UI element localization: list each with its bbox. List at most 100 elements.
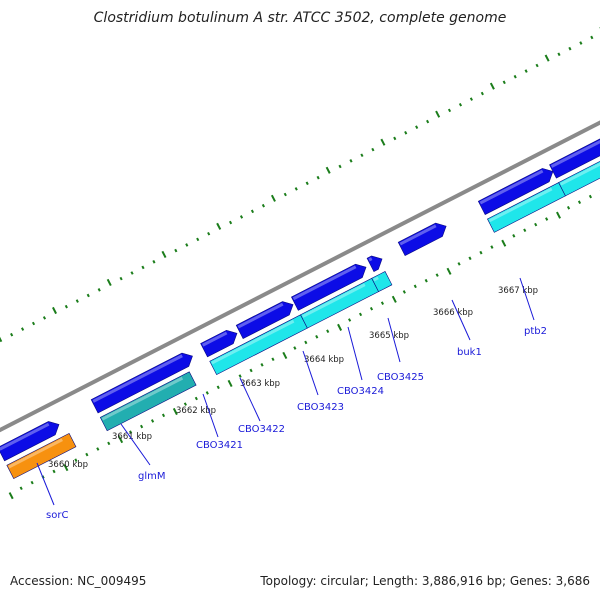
gene-forward[interactable] bbox=[397, 219, 449, 257]
inner-tick bbox=[96, 447, 100, 451]
gene-arrow[interactable] bbox=[0, 418, 62, 462]
inner-tick bbox=[19, 486, 23, 491]
gene-labels: sorC glmM CBO3421 CBO3422 CBO3423 CBO3424 CBO3… bbox=[36, 277, 547, 521]
gene-forward[interactable] bbox=[366, 252, 385, 272]
outer-tick bbox=[250, 209, 255, 214]
gene-arrow[interactable] bbox=[6, 432, 77, 480]
inner-tick bbox=[435, 273, 439, 277]
scale-labels: 3660 kbp 3661 kbp 3662 kbp 3663 kbp 3664 kbp… bbox=[48, 286, 538, 470]
gene-arrow[interactable] bbox=[366, 252, 385, 272]
outer-tick bbox=[579, 41, 583, 45]
gene-label: ptb2 bbox=[524, 326, 547, 337]
gene-label-leader bbox=[347, 326, 363, 381]
gene-highlight bbox=[201, 331, 228, 347]
gene-label-leader bbox=[451, 299, 471, 341]
gene-forward[interactable] bbox=[235, 298, 296, 340]
kbp-scale-label: 3667 kbp bbox=[498, 286, 538, 296]
gene-highlight bbox=[368, 257, 373, 262]
inner-tick bbox=[315, 335, 319, 339]
outer-tick bbox=[216, 222, 222, 230]
gene-arrow[interactable] bbox=[397, 219, 449, 257]
inner-tick bbox=[150, 419, 155, 423]
kbp-scale-label: 3663 kbp bbox=[240, 379, 280, 389]
inner-tick bbox=[424, 278, 428, 283]
gene-reverse[interactable] bbox=[371, 271, 393, 293]
gene-label-leader bbox=[202, 393, 219, 438]
gene-highlight bbox=[237, 302, 284, 329]
kbp-scale-label: 3664 kbp bbox=[304, 355, 344, 365]
outer-tick bbox=[174, 248, 178, 253]
gene-forward[interactable] bbox=[291, 261, 369, 311]
gene-highlight bbox=[479, 169, 544, 205]
outer-tick bbox=[524, 69, 528, 73]
outer-tick bbox=[52, 306, 57, 315]
backbone-line bbox=[0, 120, 600, 433]
gene-forward[interactable] bbox=[200, 327, 241, 358]
inner-tick bbox=[545, 217, 549, 221]
outer-tick bbox=[480, 91, 484, 96]
outer-tick bbox=[447, 108, 452, 113]
gene-arrow[interactable] bbox=[200, 327, 241, 358]
outer-tick bbox=[239, 215, 244, 219]
gene-label-leader bbox=[387, 317, 401, 363]
inner-tick bbox=[304, 340, 308, 345]
gene-reverse[interactable] bbox=[558, 150, 600, 197]
map-title: Clostridium botulinum A str. ATCC 3502, … bbox=[93, 10, 507, 26]
inner-tick bbox=[172, 407, 178, 416]
gene-label: CBO3425 bbox=[377, 372, 424, 383]
outer-tick bbox=[31, 321, 36, 326]
gene-arrow[interactable] bbox=[558, 150, 600, 197]
inner-tick bbox=[512, 234, 516, 238]
kbp-scale-label: 3660 kbp bbox=[48, 460, 88, 470]
gene-label: sorC bbox=[46, 510, 68, 521]
inner-tick bbox=[129, 430, 133, 434]
inner-tick bbox=[391, 295, 397, 303]
gene-sorC[interactable] bbox=[6, 432, 77, 480]
inner-tick bbox=[534, 222, 538, 227]
gene-label-leader bbox=[302, 350, 319, 396]
inner-tick bbox=[479, 250, 483, 255]
inner-tick bbox=[490, 245, 494, 249]
inner-tick bbox=[402, 290, 406, 294]
gene-forward[interactable] bbox=[477, 165, 556, 215]
gene-label: CBO3422 bbox=[238, 424, 285, 435]
inner-tick bbox=[588, 194, 593, 199]
outer-tick bbox=[415, 125, 419, 129]
gene-arrow[interactable] bbox=[90, 349, 196, 414]
outer-tick bbox=[119, 276, 123, 281]
inner-tick bbox=[74, 458, 78, 462]
gene-arrow[interactable] bbox=[235, 298, 296, 340]
outer-tick bbox=[10, 332, 14, 337]
inner-tick bbox=[85, 452, 89, 457]
inner-tick bbox=[238, 374, 242, 378]
outer-tick bbox=[590, 35, 594, 40]
outer-tick bbox=[283, 192, 287, 197]
gene-highlight bbox=[211, 319, 295, 365]
inner-tick bbox=[118, 435, 124, 444]
inner-tick bbox=[293, 346, 297, 350]
gene-highlight bbox=[8, 438, 63, 469]
outer-tick bbox=[458, 102, 463, 107]
gene-features bbox=[0, 133, 600, 480]
inner-tick bbox=[457, 262, 461, 266]
outer-tick bbox=[196, 237, 200, 242]
outer-tick bbox=[207, 231, 211, 236]
gene-arrow[interactable] bbox=[549, 133, 600, 179]
inner-tick bbox=[260, 363, 264, 367]
gene-glmM[interactable] bbox=[99, 371, 197, 432]
inner-tick bbox=[468, 256, 472, 261]
inner-tick bbox=[107, 441, 111, 446]
inner-tick bbox=[326, 329, 330, 333]
outer-tick bbox=[316, 175, 320, 180]
gene-arrow[interactable] bbox=[477, 165, 556, 215]
gene-forward[interactable] bbox=[0, 418, 62, 462]
gene-arrow[interactable] bbox=[371, 271, 393, 293]
gene-forward[interactable] bbox=[90, 349, 196, 414]
kbp-scale-label: 3661 kbp bbox=[112, 432, 152, 442]
gene-highlight bbox=[101, 376, 184, 421]
outer-tick bbox=[228, 220, 233, 225]
gene-arrow[interactable] bbox=[99, 371, 197, 432]
gene-arrow[interactable] bbox=[291, 261, 369, 311]
gene-forward[interactable] bbox=[549, 133, 600, 179]
